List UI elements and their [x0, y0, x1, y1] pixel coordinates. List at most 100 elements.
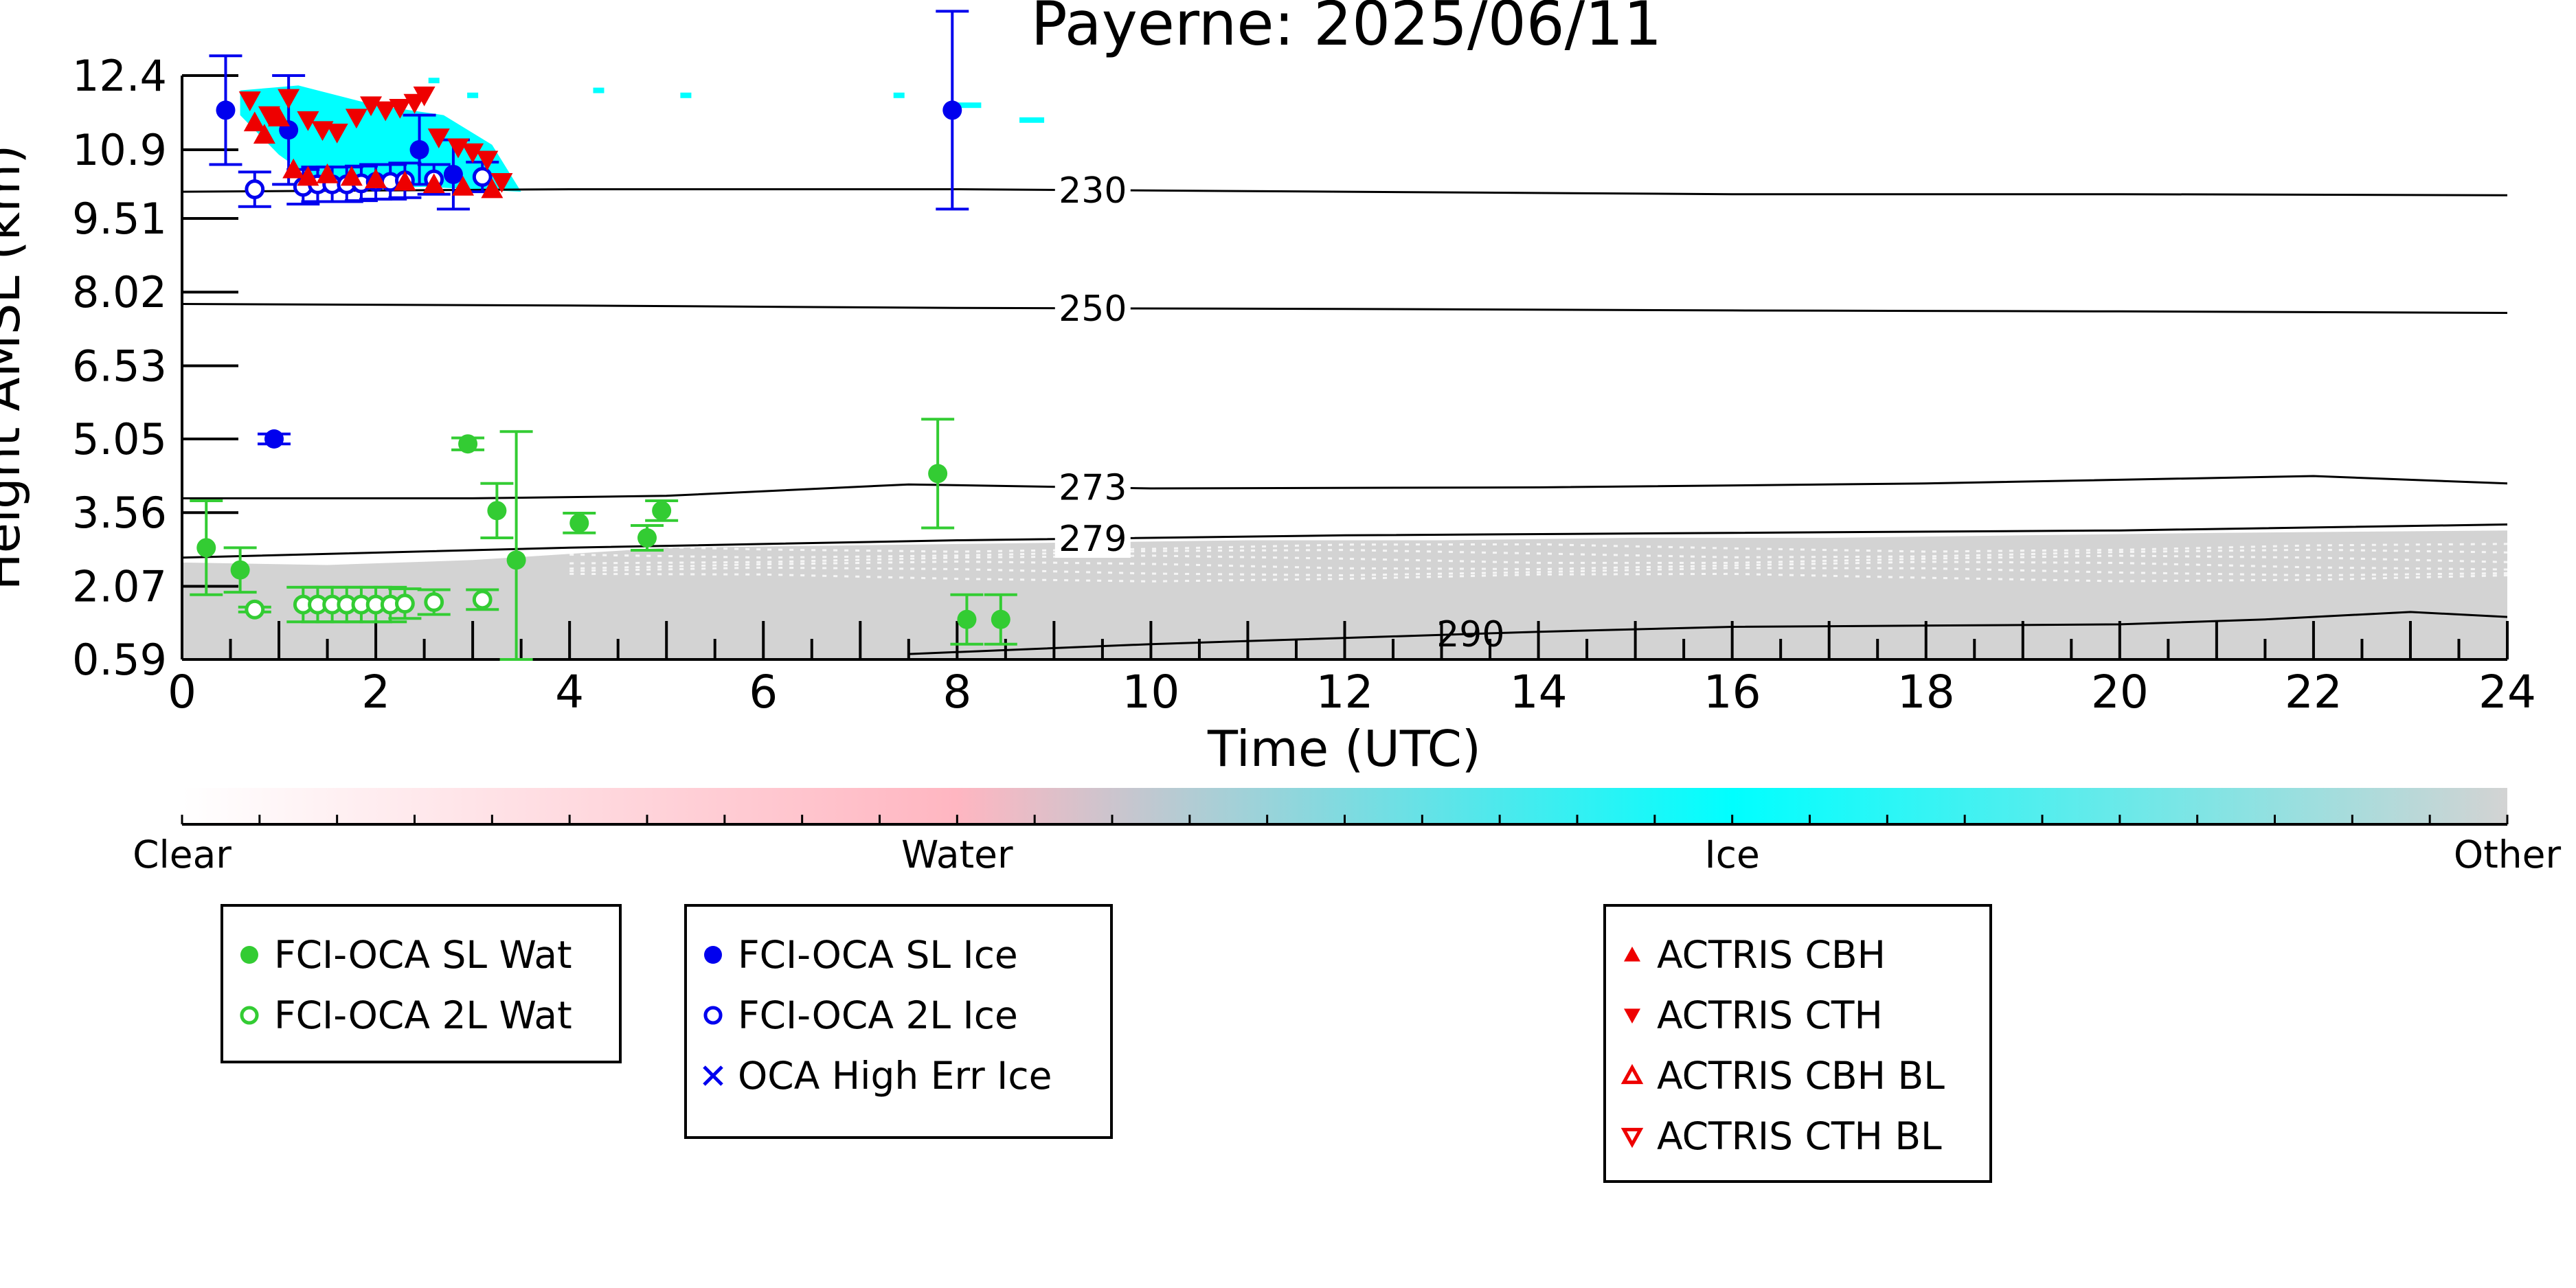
layer-streak — [569, 566, 2507, 577]
marker-x — [703, 1065, 723, 1086]
marker-filled-circle — [487, 501, 507, 521]
contour-230 — [182, 188, 2507, 196]
y-ticks: 0.59 2.07 3.56 5.05 6.53 8.02 9.51 10.9 12.4 — [72, 51, 238, 685]
x-tick-label: 10 — [1122, 666, 1179, 719]
y-tick-label: 12.4 — [72, 51, 167, 101]
marker-triangle-up — [243, 111, 266, 132]
legend-entry-label: FCI-OCA SL Wat — [274, 933, 572, 977]
series-actris-cth — [238, 86, 513, 193]
marker-triangle-down — [297, 111, 319, 131]
contour-label-bg — [1054, 170, 1131, 210]
marker-filled-circle — [569, 513, 589, 533]
y-tick-label: 5.05 — [72, 414, 167, 464]
marker-open-circle — [240, 1006, 259, 1025]
x-tick-label: 4 — [555, 666, 584, 719]
marker-triangle-down — [345, 109, 368, 129]
marker-triangle-down — [238, 91, 261, 111]
marker-triangle-up — [340, 166, 363, 186]
ice-speck — [893, 92, 905, 98]
marker-filled-circle — [704, 946, 722, 964]
marker-triangle-up — [282, 158, 305, 179]
series-actris-cbh — [243, 106, 504, 199]
marker-triangle-down — [1624, 1008, 1640, 1024]
series-fci-oca-sl-wat — [190, 418, 1017, 661]
x-tick-label: 14 — [1510, 666, 1568, 719]
y-tick-label: 9.51 — [72, 194, 167, 244]
marker-triangle-up — [253, 124, 275, 144]
legend-entry-label: ACTRIS CBH BL — [1657, 1054, 1945, 1098]
series-fci-oca-2l-wat — [238, 585, 499, 624]
x-tick-label: 8 — [942, 666, 971, 719]
marker-open-circle — [472, 167, 493, 187]
marker-filled-circle — [240, 946, 258, 964]
marker-x-stroke — [703, 1065, 723, 1086]
marker-filled-circle — [196, 538, 216, 558]
legend-frame — [684, 904, 1113, 1139]
layer-streak — [569, 572, 2507, 583]
layer-streak — [569, 554, 2507, 565]
legend-entry-label: ACTRIS CBH — [1657, 933, 1886, 977]
data-series — [190, 10, 1017, 661]
y-axis-label: Height AMSL (km) — [0, 145, 31, 591]
legend-frame — [221, 904, 622, 1063]
legend-entry-label: ACTRIS CTH BL — [1657, 1114, 1942, 1158]
contour-label: 250 — [1059, 289, 1127, 330]
legend-box: FCI-OCA SL Ice FCI-OCA 2L Ice OCA High Err… — [684, 904, 1113, 1139]
marker-triangle-down — [476, 150, 499, 171]
legends: FCI-OCA SL Wat FCI-OCA 2L Wat FCI-OCA SL I… — [221, 904, 1992, 1183]
legend-frame — [1603, 904, 1992, 1183]
series-fci-oca-sl-ice — [209, 10, 969, 449]
marker-filled-circle — [928, 464, 948, 484]
marker-triangle-up — [481, 178, 504, 199]
x-tick-label: 16 — [1704, 666, 1761, 719]
layer-streak — [569, 548, 2507, 559]
contour-label: 290 — [1436, 614, 1504, 655]
x-tick-label: 24 — [2478, 666, 2536, 719]
marker-filled-circle — [409, 139, 429, 159]
ice-speck — [593, 87, 605, 93]
x-axis-label: Time (UTC) — [1207, 720, 1481, 778]
marker-open-circle — [245, 179, 265, 199]
marker-filled-circle — [991, 609, 1010, 629]
marker-triangle-up — [268, 106, 291, 126]
layer-streak — [569, 560, 2507, 571]
legend-box: FCI-OCA SL Wat FCI-OCA 2L Wat — [221, 904, 622, 1063]
chart-title: Payerne: 2025/06/11 — [1031, 0, 1662, 59]
classification-colorbar: Clear Water Ice Other — [133, 788, 2561, 877]
legend-entry-label: ACTRIS CTH — [1657, 993, 1883, 1037]
colorbar-label: Ice — [1705, 833, 1760, 877]
marker-triangle-down — [389, 98, 411, 119]
colorbar-label: Clear — [133, 833, 231, 877]
y-tick-label: 8.02 — [72, 267, 167, 317]
contour-label: 273 — [1059, 468, 1127, 509]
marker-filled-circle — [264, 429, 284, 449]
marker-filled-circle — [458, 434, 478, 454]
marker-triangle-up — [1624, 947, 1640, 962]
marker-filled-circle — [230, 560, 250, 580]
colorbar-label: Water — [901, 833, 1013, 877]
x-ticks: 0 2 4 6 8 10 12 14 16 18 20 22 24 — [168, 621, 2536, 719]
marker-triangle-down — [427, 128, 450, 148]
marker-triangle-down — [278, 89, 300, 109]
temperature-contours: 230 250 273 279 290 — [182, 170, 2507, 655]
y-tick-label: 2.07 — [72, 561, 167, 611]
ice-speck — [956, 102, 982, 109]
marker-triangle-up — [365, 168, 387, 188]
ice-speck — [680, 92, 692, 98]
x-tick-label: 0 — [168, 666, 196, 719]
marker-triangle-down — [490, 172, 513, 193]
marker-triangle-down — [403, 93, 426, 114]
contour-label-bg — [1054, 468, 1131, 507]
x-tick-label: 20 — [2091, 666, 2149, 719]
contour-label: 230 — [1059, 170, 1127, 212]
marker-filled-circle — [443, 164, 463, 184]
marker-open-circle — [394, 594, 415, 614]
marker-open-circle — [424, 592, 444, 612]
y-tick-label: 0.59 — [72, 635, 167, 685]
marker-triangle-down — [462, 143, 484, 163]
legend-box: ACTRIS CBH ACTRIS CTH ACTRIS CBH BL ACTRIS … — [1603, 904, 1992, 1183]
marker-filled-circle — [506, 550, 526, 570]
x-tick-label: 2 — [361, 666, 390, 719]
legend-entry-label: OCA High Err Ice — [738, 1054, 1052, 1098]
